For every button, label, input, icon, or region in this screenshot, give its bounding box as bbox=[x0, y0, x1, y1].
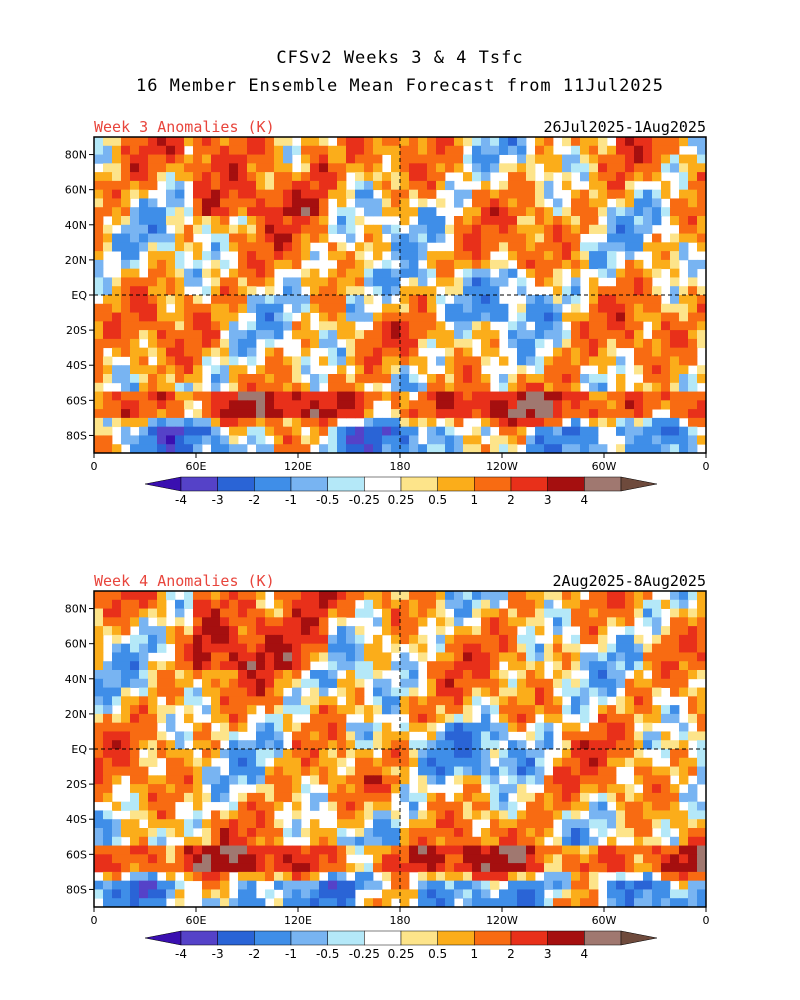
colorbar: -4 -3 -2 -1 -0.5 -0.25 0.25 0.5 1 2 3 4 bbox=[144, 476, 658, 507]
lon-tick-label: 180 bbox=[390, 460, 411, 473]
lon-tick-label: 0 bbox=[91, 914, 98, 927]
colorbar-tick-label: -2 bbox=[248, 947, 260, 961]
lon-tick-label: 0 bbox=[91, 460, 98, 473]
anomaly-field bbox=[94, 137, 707, 454]
colorbar-box bbox=[510, 930, 548, 946]
lon-tick-label: 60W bbox=[592, 460, 617, 473]
colorbar-tick-label: -3 bbox=[212, 947, 224, 961]
colorbar-tick-label: 0.25 bbox=[388, 947, 415, 961]
lat-tick-label: 40S bbox=[66, 813, 87, 826]
colorbar-box bbox=[474, 930, 512, 946]
week3-label: Week 3 Anomalies (K) bbox=[94, 118, 275, 136]
colorbar-arrow-high bbox=[620, 930, 658, 946]
colorbar-box bbox=[254, 930, 292, 946]
colorbar-tick-label: -1 bbox=[285, 947, 297, 961]
colorbar-box bbox=[364, 930, 402, 946]
colorbar-box bbox=[290, 930, 328, 946]
colorbar-tick-label: -4 bbox=[175, 493, 187, 507]
week3-panel: Week 3 Anomalies (K) 26Jul2025-1Aug2025 … bbox=[0, 0, 800, 507]
week4-label: Week 4 Anomalies (K) bbox=[94, 572, 275, 590]
anomaly-field bbox=[94, 591, 707, 908]
lon-tick-label: 0 bbox=[703, 460, 710, 473]
lat-tick-label: 60S bbox=[66, 848, 87, 861]
colorbar-box bbox=[180, 930, 218, 946]
week3-date-range: 26Jul2025-1Aug2025 bbox=[543, 118, 706, 136]
lat-tick-label: 20S bbox=[66, 324, 87, 337]
lon-tick-label: 120W bbox=[486, 914, 518, 927]
colorbar-box bbox=[327, 930, 365, 946]
lat-tick-label: 20N bbox=[65, 708, 87, 721]
colorbar-tick-label: -0.5 bbox=[316, 947, 339, 961]
colorbar-tick-label: 3 bbox=[544, 493, 552, 507]
week4-panel: Week 4 Anomalies (K) 2Aug2025-8Aug2025 8… bbox=[0, 454, 800, 961]
colorbar-tick-label: -0.5 bbox=[316, 493, 339, 507]
lon-tick-label: 180 bbox=[390, 914, 411, 927]
lat-tick-label: 80S bbox=[66, 429, 87, 442]
colorbar-tick-label: -4 bbox=[175, 947, 187, 961]
colorbar-box bbox=[437, 930, 475, 946]
lat-tick-label: 80S bbox=[66, 883, 87, 896]
colorbar-box bbox=[217, 930, 255, 946]
week4-date-range: 2Aug2025-8Aug2025 bbox=[552, 572, 706, 590]
lat-tick-label: 80N bbox=[65, 603, 87, 616]
lon-tick-label: 0 bbox=[703, 914, 710, 927]
colorbar-tick-label: 1 bbox=[471, 947, 479, 961]
colorbar-tick-label: -3 bbox=[212, 493, 224, 507]
lat-tick-label: EQ bbox=[71, 289, 87, 302]
lon-tick-label: 120E bbox=[284, 914, 312, 927]
lon-tick-label: 60W bbox=[592, 914, 617, 927]
lon-tick-label: 120W bbox=[486, 460, 518, 473]
colorbar-tick-label: 0.25 bbox=[388, 493, 415, 507]
colorbar-tick-label: -0.25 bbox=[349, 947, 380, 961]
lon-tick-label: 120E bbox=[284, 460, 312, 473]
lat-tick-label: 20N bbox=[65, 254, 87, 267]
colorbar-tick-label: 2 bbox=[507, 493, 515, 507]
colorbar-tick-label: 2 bbox=[507, 947, 515, 961]
chart-title-line2: 16 Member Ensemble Mean Forecast from 11… bbox=[135, 76, 665, 96]
lat-tick-label: 40S bbox=[66, 359, 87, 372]
lon-tick-label: 60E bbox=[186, 460, 207, 473]
colorbar: -4 -3 -2 -1 -0.5 -0.25 0.25 0.5 1 2 3 4 bbox=[144, 930, 658, 961]
colorbar-tick-label: 1 bbox=[471, 493, 479, 507]
colorbar-arrow-high bbox=[620, 476, 658, 492]
colorbar-tick-label: 4 bbox=[581, 493, 589, 507]
lat-tick-label: 40N bbox=[65, 219, 87, 232]
lat-tick-label: 20S bbox=[66, 778, 87, 791]
colorbar-tick-label: -2 bbox=[248, 493, 260, 507]
chart-title-line1: CFSv2 Weeks 3 & 4 Tsfc bbox=[276, 48, 524, 68]
lat-tick-label: 40N bbox=[65, 673, 87, 686]
lat-tick-label: 60S bbox=[66, 394, 87, 407]
lat-tick-label: 60N bbox=[65, 638, 87, 651]
colorbar-tick-label: 0.5 bbox=[428, 493, 447, 507]
lat-tick-label: EQ bbox=[71, 743, 87, 756]
colorbar-box bbox=[547, 930, 585, 946]
colorbar-box bbox=[400, 930, 438, 946]
lon-tick-label: 60E bbox=[186, 914, 207, 927]
colorbar-box bbox=[584, 930, 622, 946]
lat-tick-label: 80N bbox=[65, 149, 87, 162]
colorbar-arrow-low bbox=[144, 930, 182, 946]
colorbar-tick-label: -1 bbox=[285, 493, 297, 507]
colorbar-tick-label: 3 bbox=[544, 947, 552, 961]
colorbar-tick-label: 0.5 bbox=[428, 947, 447, 961]
lat-tick-label: 60N bbox=[65, 184, 87, 197]
colorbar-tick-label: -0.25 bbox=[349, 493, 380, 507]
colorbar-tick-label: 4 bbox=[581, 947, 589, 961]
